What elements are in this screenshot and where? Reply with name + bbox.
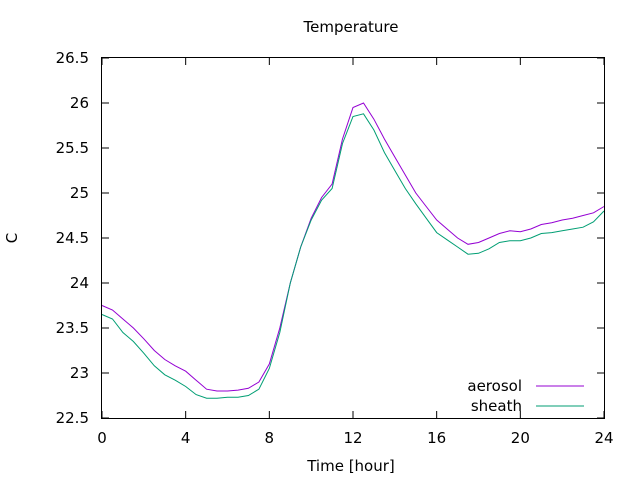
y-tick-label: 25.5 — [56, 139, 89, 157]
y-tick-label: 23.5 — [56, 319, 89, 337]
x-tick-label: 12 — [343, 429, 362, 447]
y-tick-label: 25 — [70, 184, 89, 202]
x-tick-label: 16 — [427, 429, 446, 447]
y-tick-label: 23 — [70, 364, 89, 382]
series-lines — [101, 102, 605, 399]
legend-label-aerosol: aerosol — [467, 377, 522, 395]
legend-label-sheath: sheath — [471, 397, 522, 415]
y-tick-label: 26 — [70, 94, 89, 112]
y-tick-label: 24 — [70, 274, 89, 292]
x-axis-label: Time [hour] — [306, 457, 395, 475]
y-tick-label: 24.5 — [56, 229, 89, 247]
plot-frame — [101, 57, 605, 419]
x-tick-label: 20 — [511, 429, 530, 447]
x-tick-label: 4 — [181, 429, 191, 447]
legend: aerosol sheath — [467, 377, 584, 415]
x-tick-label: 0 — [97, 429, 107, 447]
y-tick-label: 22.5 — [56, 409, 89, 427]
y-axis-label: C — [3, 233, 21, 243]
y-tick-label: 26.5 — [56, 49, 89, 67]
axis-ticks: 0 4 8 12 16 20 24 22.5 23 23.5 24 24.5 25 25.5 26 26.5 — [56, 49, 614, 447]
series-line-sheath — [101, 113, 605, 399]
x-tick-label: 24 — [594, 429, 613, 447]
x-tick-label: 8 — [265, 429, 275, 447]
series-line-aerosol — [101, 102, 605, 392]
chart-title: Temperature — [302, 18, 398, 36]
